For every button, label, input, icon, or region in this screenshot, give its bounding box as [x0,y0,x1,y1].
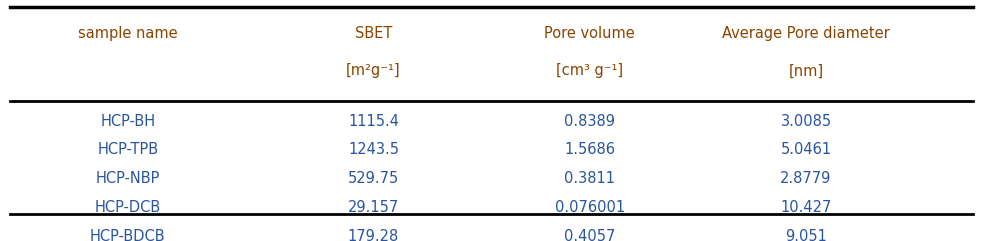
Text: 1115.4: 1115.4 [348,114,399,128]
Text: 9.051: 9.051 [785,229,827,241]
Text: HCP-TPB: HCP-TPB [97,142,158,157]
Text: Pore volume: Pore volume [545,26,635,41]
Text: 2.8779: 2.8779 [781,171,832,186]
Text: sample name: sample name [78,26,178,41]
Text: HCP-DCB: HCP-DCB [94,200,161,215]
Text: 0.8389: 0.8389 [564,114,615,128]
Text: HCP-BDCB: HCP-BDCB [90,229,165,241]
Text: HCP-BH: HCP-BH [100,114,155,128]
Text: 1243.5: 1243.5 [348,142,399,157]
Text: 3.0085: 3.0085 [781,114,832,128]
Text: Average Pore diameter: Average Pore diameter [723,26,890,41]
Text: [nm]: [nm] [788,63,824,78]
Text: 0.076001: 0.076001 [554,200,625,215]
Text: 529.75: 529.75 [348,171,399,186]
Text: 0.4057: 0.4057 [564,229,615,241]
Text: 1.5686: 1.5686 [564,142,615,157]
Text: 5.0461: 5.0461 [781,142,832,157]
Text: 0.3811: 0.3811 [564,171,615,186]
Text: [m²g⁻¹]: [m²g⁻¹] [346,63,401,78]
Text: HCP-NBP: HCP-NBP [95,171,160,186]
Text: 29.157: 29.157 [348,200,399,215]
Text: [cm³ g⁻¹]: [cm³ g⁻¹] [556,63,623,78]
Text: 10.427: 10.427 [781,200,832,215]
Text: 179.28: 179.28 [348,229,399,241]
Text: SBET: SBET [355,26,392,41]
